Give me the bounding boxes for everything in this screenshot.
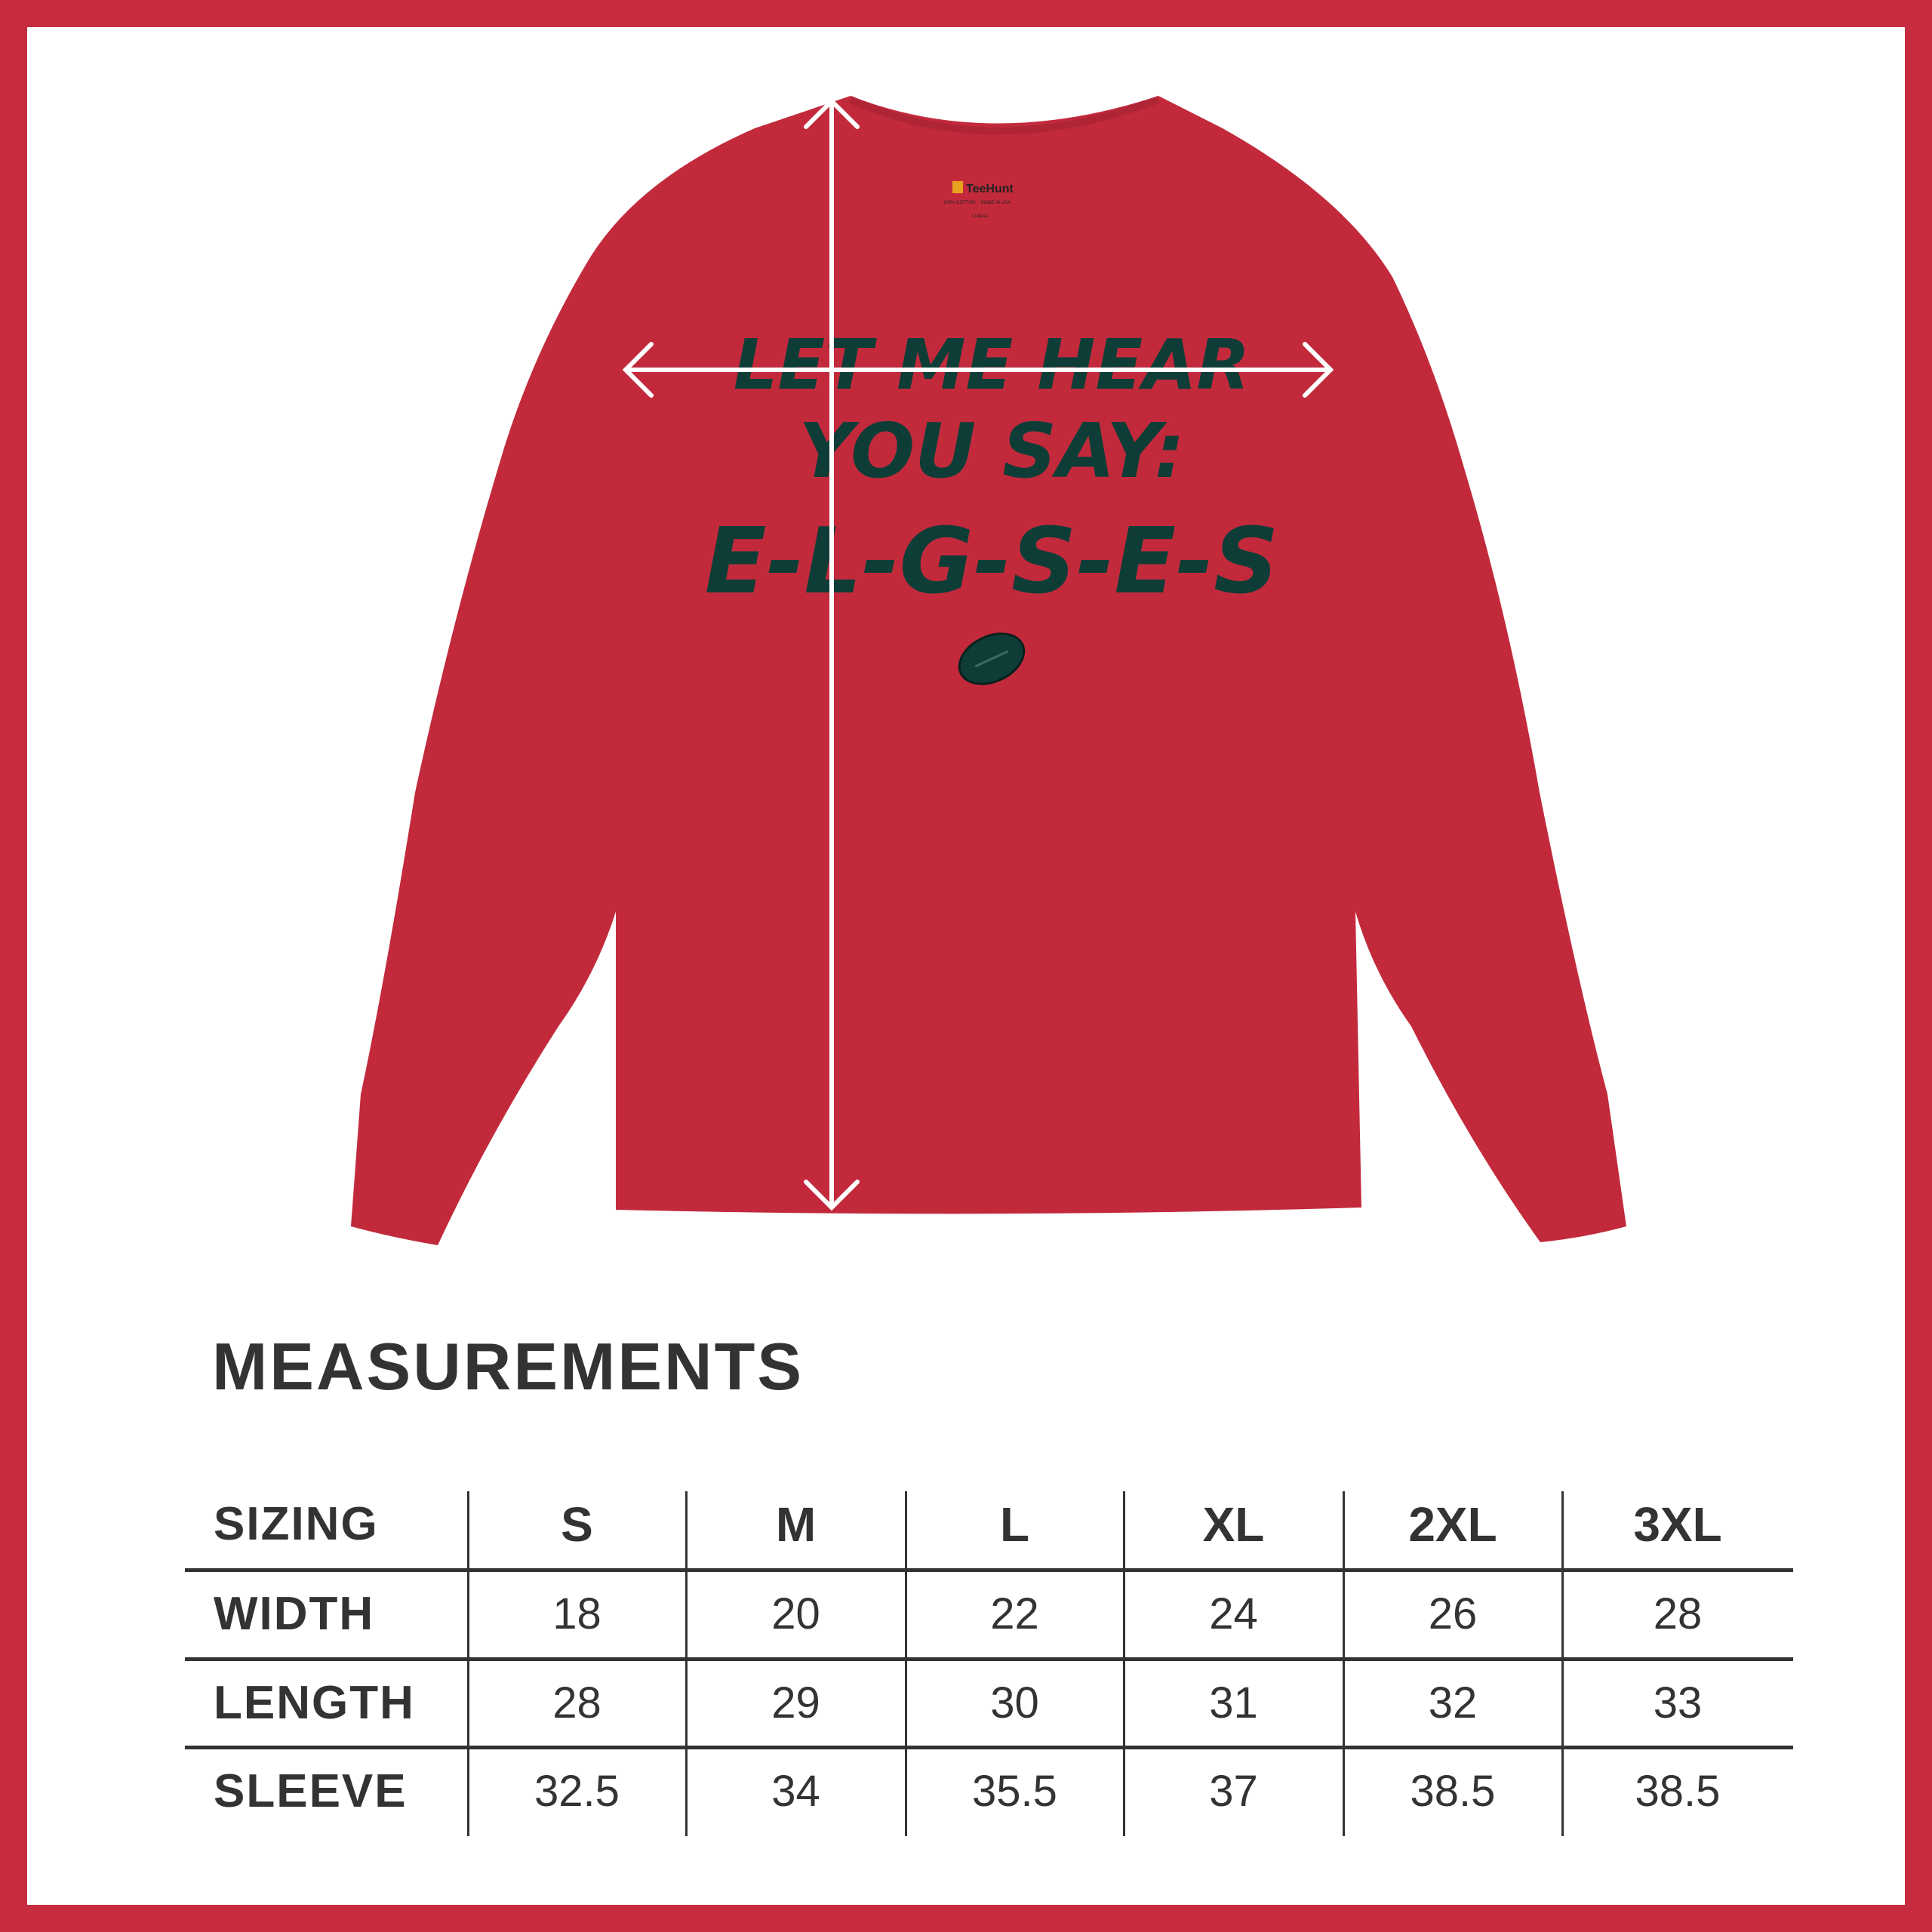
svg-text:100% COTTON: 100% COTTON (943, 201, 975, 205)
table-cell: 38.5 (1410, 1767, 1496, 1816)
column-divider (1561, 1491, 1564, 1836)
neck-label: TeeHunt 100% COTTON MADE IN USA L LARGE (943, 181, 1014, 219)
column-divider (1123, 1491, 1125, 1836)
row-label: WIDTH (214, 1588, 375, 1640)
row-label: LENGTH (214, 1677, 415, 1729)
row-divider (185, 1657, 1793, 1661)
column-divider (467, 1491, 469, 1836)
table-cell: 31 (1209, 1678, 1258, 1727)
table-cell: 32 (1428, 1678, 1478, 1727)
size-header-cell: S (561, 1497, 593, 1552)
table-cell: 22 (990, 1589, 1039, 1638)
column-divider (905, 1491, 907, 1836)
table-cell: 18 (552, 1589, 601, 1638)
print-line-3: E-L-G-S-E-S (705, 509, 1279, 614)
table-cell: 34 (771, 1767, 820, 1816)
print-line-2: YOU SAY: (798, 407, 1185, 495)
svg-text:MADE IN USA: MADE IN USA (981, 201, 1011, 205)
length-arrow (804, 97, 860, 1211)
measurements-title: MEASUREMENTS (212, 1329, 804, 1404)
row-divider (185, 1568, 1793, 1572)
width-arrow (622, 342, 1334, 398)
size-header-cell: L (999, 1497, 1030, 1552)
print-line-1: LET ME HEAR (734, 325, 1251, 405)
size-header-cell: 2XL (1408, 1497, 1497, 1552)
sizing-header: SIZING (214, 1498, 379, 1550)
collar (848, 96, 1160, 135)
size-header-cell: 3XL (1633, 1497, 1722, 1552)
football-icon (958, 632, 1026, 685)
table-cell: 29 (771, 1678, 820, 1727)
table-cell: 35.5 (972, 1767, 1057, 1816)
table-cell: 37 (1209, 1767, 1258, 1816)
column-divider (685, 1491, 688, 1836)
row-label: SLEEVE (214, 1765, 408, 1817)
size-header-cell: XL (1202, 1497, 1265, 1552)
table-cell: 26 (1428, 1589, 1478, 1638)
table-cell: 20 (771, 1589, 820, 1638)
table-cell: 24 (1209, 1589, 1258, 1638)
table-cell: 30 (990, 1678, 1039, 1727)
column-divider (1343, 1491, 1345, 1836)
row-divider (185, 1746, 1793, 1749)
table-cell: 28 (552, 1678, 601, 1727)
svg-text:L LARGE: L LARGE (972, 214, 989, 219)
svg-text:TeeHunt: TeeHunt (966, 183, 1014, 195)
table-cell: 38.5 (1635, 1767, 1721, 1816)
table-cell: 28 (1653, 1589, 1703, 1638)
table-cell: 32.5 (534, 1767, 620, 1816)
table-cell: 33 (1653, 1678, 1703, 1727)
size-header-cell: M (775, 1497, 817, 1552)
